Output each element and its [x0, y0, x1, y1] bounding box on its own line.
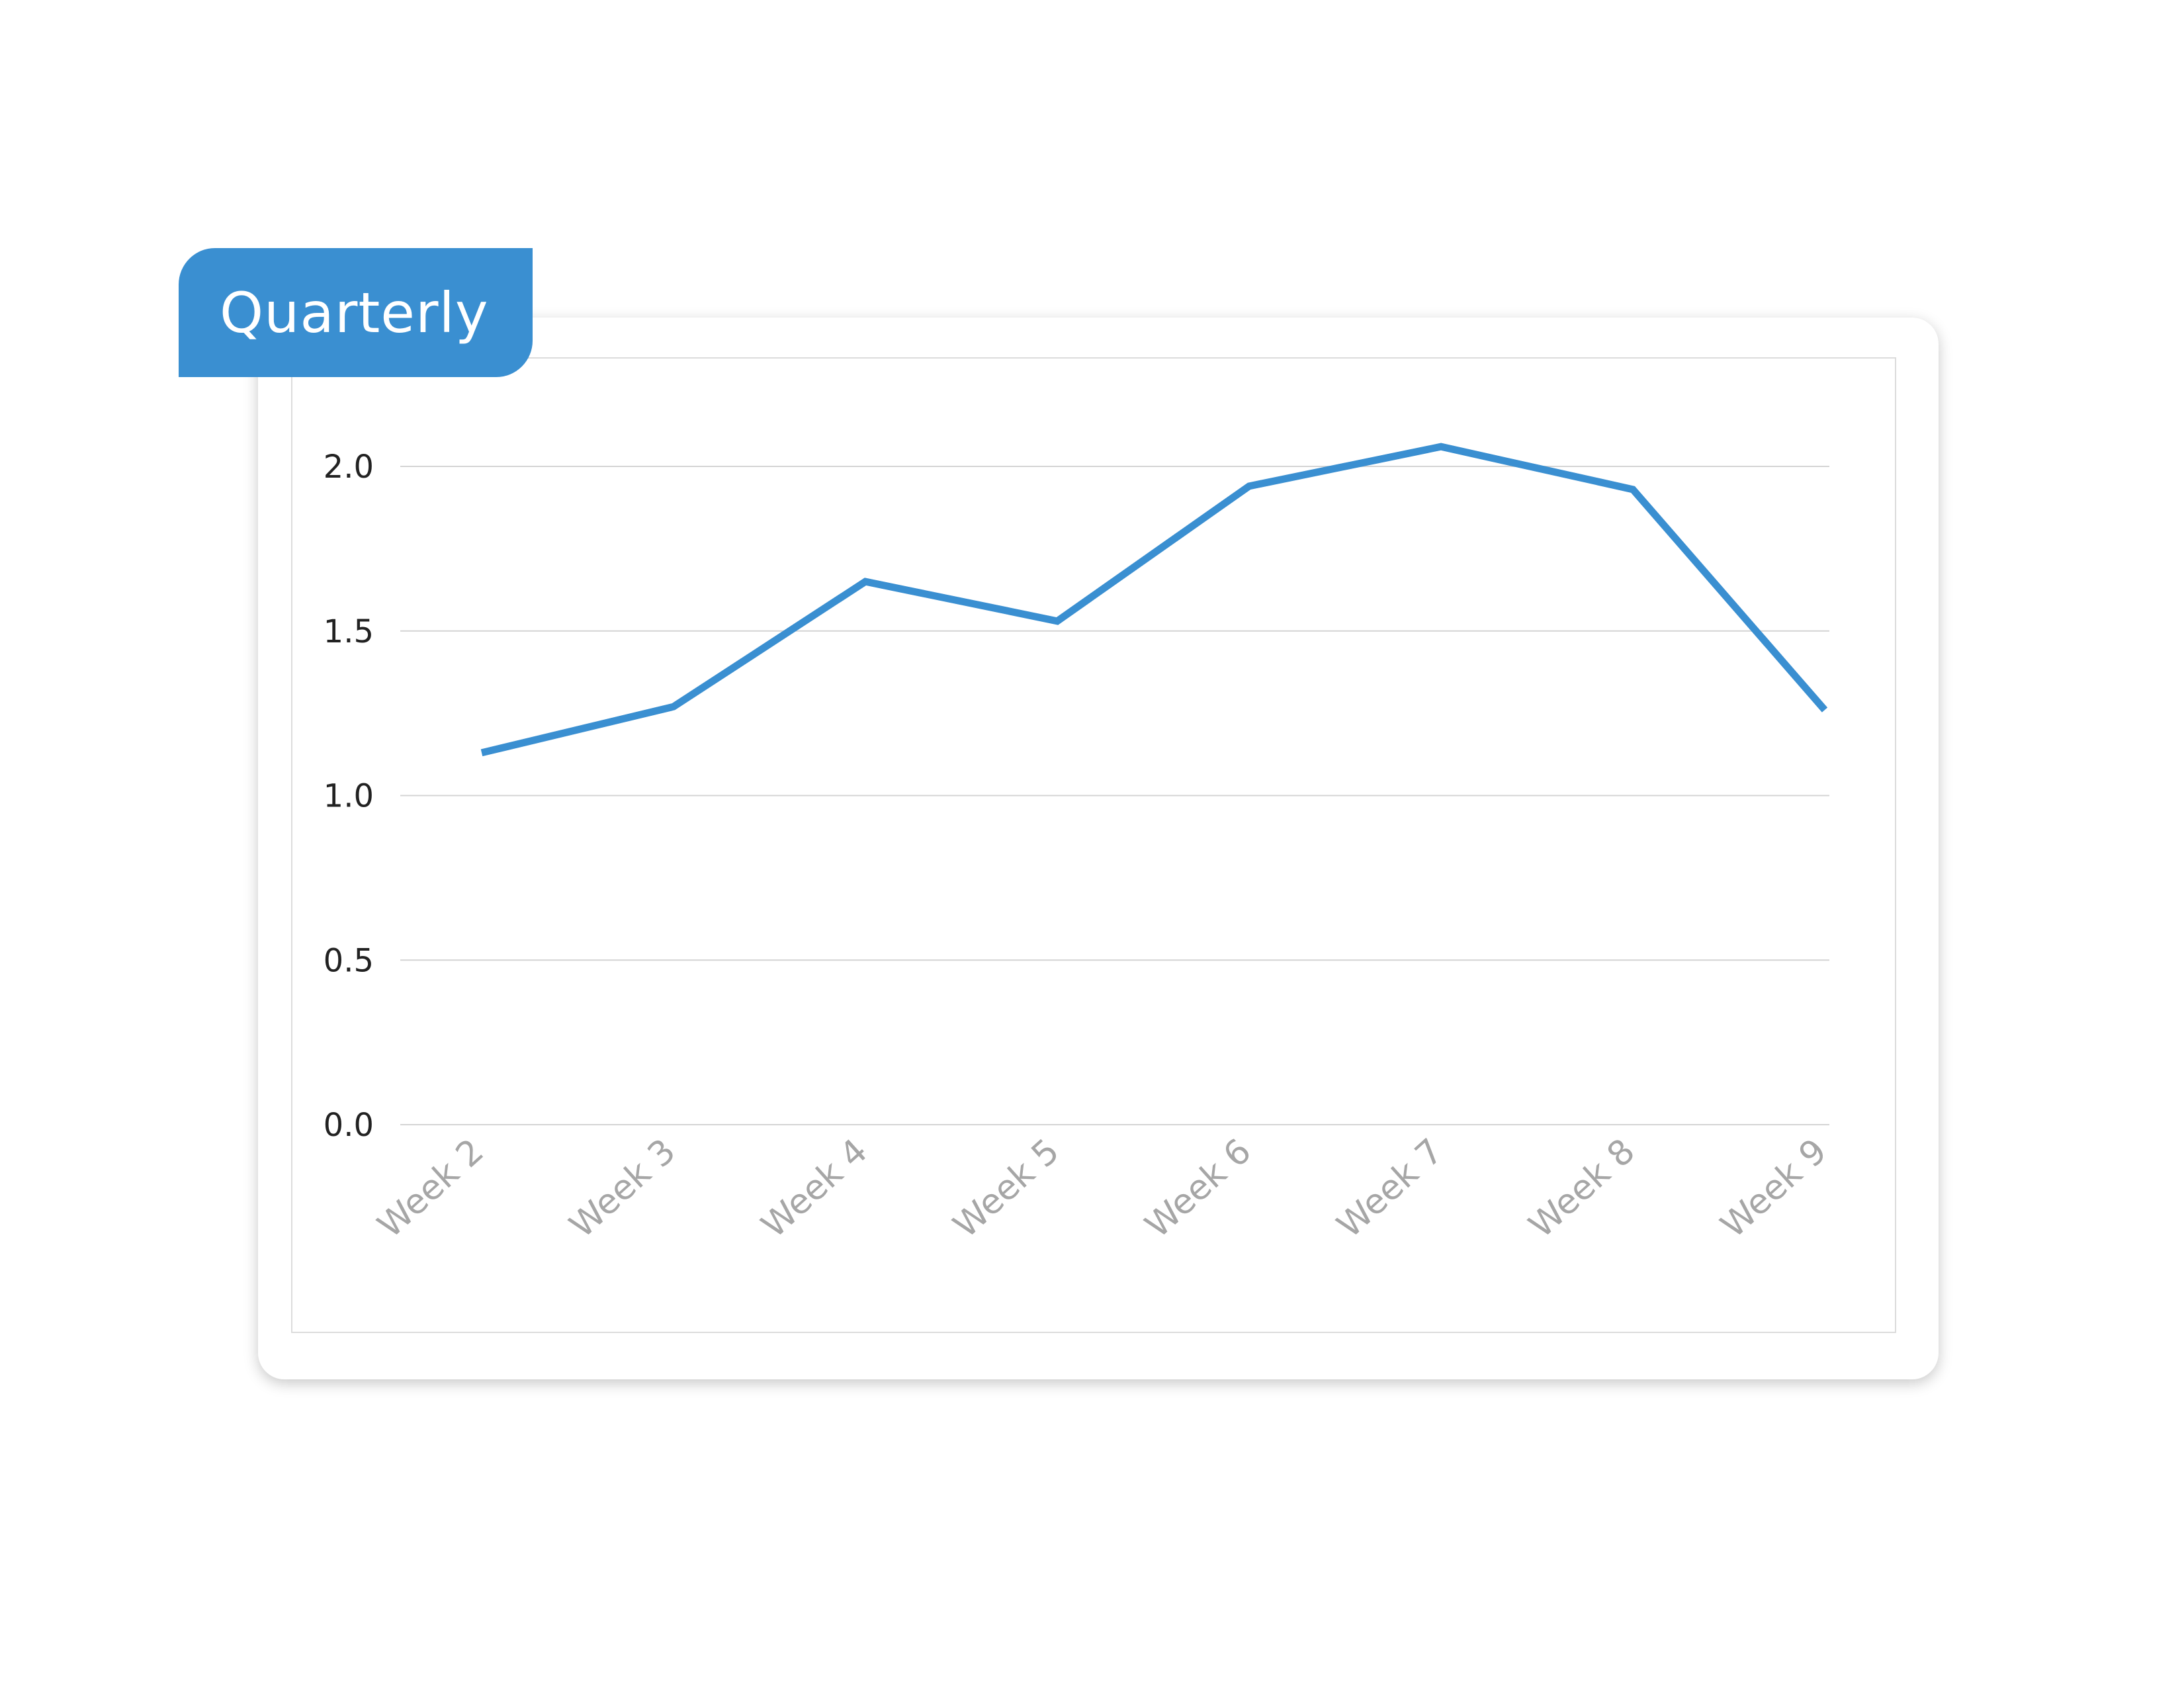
- y-tick-label: 2.0: [324, 449, 374, 486]
- y-tick-label: 1.5: [324, 613, 374, 650]
- x-tick-label: Week 4: [754, 1131, 875, 1246]
- data-point: [1248, 486, 1250, 487]
- data-point: [1632, 489, 1634, 490]
- series-line: [480, 443, 1828, 757]
- series-layer: [480, 443, 1828, 757]
- data-point: [1057, 621, 1058, 622]
- x-tick-labels: Week 2 Week 3 Week 4 Week 5 Week 6 Week 7 Week…: [371, 1131, 1835, 1246]
- x-tick-label: Week 6: [1138, 1131, 1259, 1246]
- data-point: [1440, 446, 1442, 447]
- grid-lines: [400, 466, 1829, 1125]
- y-tick-label: 1.0: [324, 778, 374, 815]
- x-tick-label: Week 5: [946, 1131, 1067, 1246]
- y-tick-labels: 0.0 0.5 1.0 1.5 2.0: [324, 449, 374, 1144]
- data-point: [481, 752, 482, 754]
- x-tick-label: Week 3: [562, 1131, 683, 1246]
- data-point: [865, 581, 866, 582]
- y-tick-label: 0.0: [324, 1107, 374, 1144]
- chart-card: [258, 318, 1939, 1379]
- x-tick-label: Week 7: [1330, 1131, 1451, 1246]
- quarterly-tab[interactable]: Quarterly: [179, 248, 533, 377]
- data-point: [673, 706, 674, 707]
- data-point: [1824, 709, 1825, 711]
- x-tick-label: Week 8: [1522, 1131, 1643, 1246]
- y-tick-label: 0.5: [324, 942, 374, 979]
- x-tick-label: Week 9: [1714, 1131, 1835, 1246]
- x-tick-label: Week 2: [371, 1131, 492, 1246]
- tab-label: Quarterly: [220, 280, 489, 345]
- plot-frame: [291, 357, 1896, 1333]
